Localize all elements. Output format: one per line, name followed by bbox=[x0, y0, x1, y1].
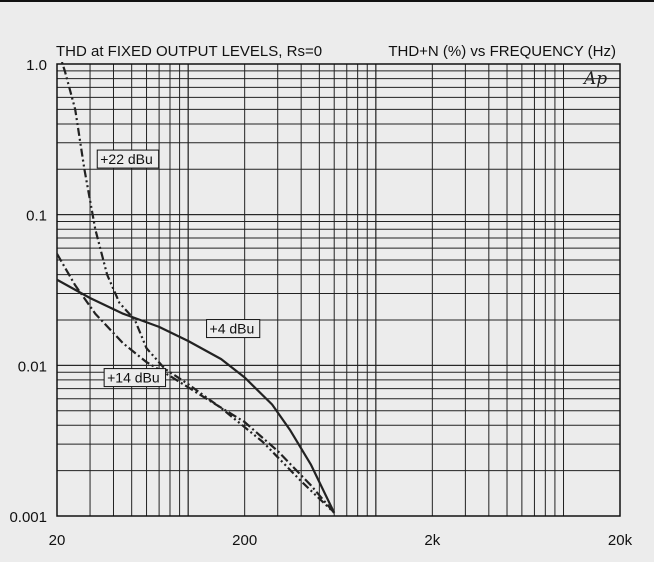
x-tick-label: 20 bbox=[49, 532, 66, 549]
logo: Ap bbox=[582, 69, 607, 89]
top-border bbox=[0, 0, 654, 2]
y-tick-label: 0.1 bbox=[26, 208, 47, 225]
series-label-text: +22 dBu bbox=[100, 151, 153, 167]
series-line-22-dbu bbox=[60, 62, 335, 514]
ap-logo: Ap bbox=[582, 69, 607, 89]
x-tick-label: 200 bbox=[232, 532, 257, 549]
grid-lines bbox=[56, 63, 621, 517]
series-lines bbox=[57, 62, 336, 514]
series-label-box bbox=[206, 319, 261, 339]
x-tick-label: 2k bbox=[424, 532, 440, 549]
series-line-4-dbu bbox=[57, 278, 336, 514]
series-labels: +22 dBu +4 dBu +14 dBu bbox=[96, 149, 261, 388]
series-label-text: +14 dBu bbox=[107, 370, 160, 386]
series-line-14-dbu bbox=[57, 253, 336, 514]
series-label: +14 dBu bbox=[103, 368, 167, 388]
series-label: +22 dBu bbox=[96, 149, 160, 169]
series-label-box bbox=[96, 149, 160, 169]
tick-labels: 20 200 2k 20k 1.0 0.1 0.01 0.001 bbox=[9, 57, 632, 549]
chart-subtitle: THD+N (%) vs FREQUENCY (Hz) bbox=[388, 43, 616, 60]
chart-title: THD at FIXED OUTPUT LEVELS, Rs=0 bbox=[56, 43, 322, 60]
series-label-text: +4 dBu bbox=[210, 321, 255, 337]
plot-frame bbox=[56, 63, 621, 517]
y-tick-label: 0.01 bbox=[18, 358, 47, 375]
series-label: +4 dBu bbox=[206, 319, 261, 339]
series-label-box bbox=[103, 368, 167, 388]
x-tick-label: 20k bbox=[608, 532, 633, 549]
y-tick-label: 0.001 bbox=[9, 509, 47, 526]
y-tick-label: 1.0 bbox=[26, 57, 47, 74]
